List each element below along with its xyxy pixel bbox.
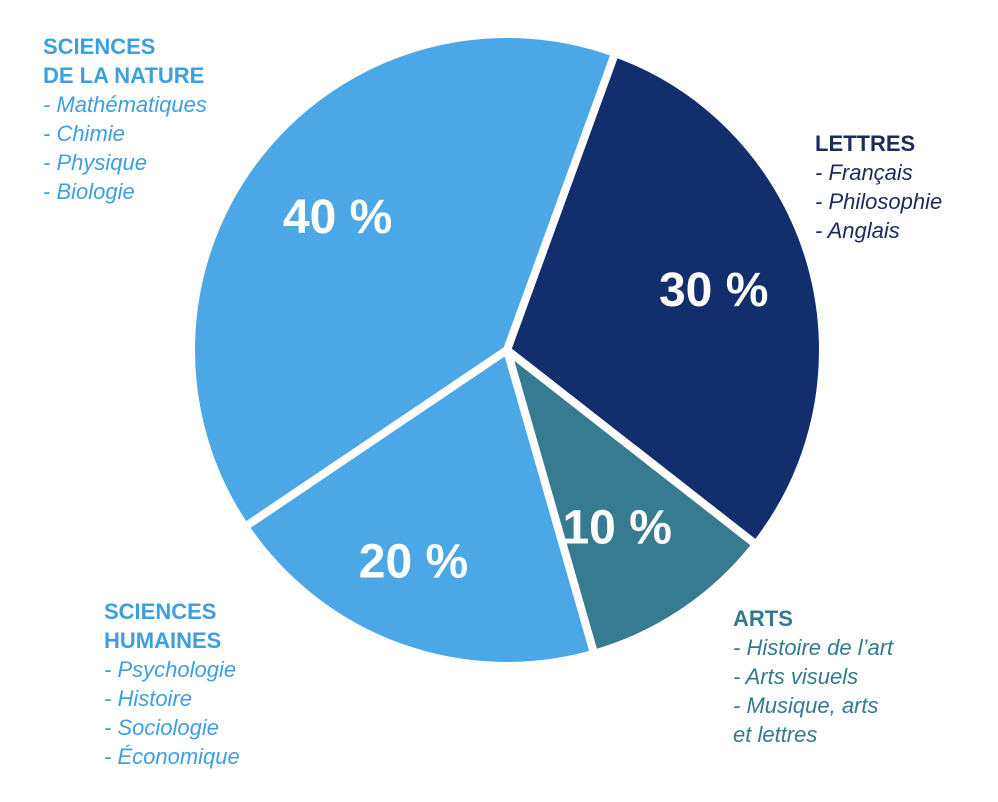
legend-sciences-humaines: SCIENCES HUMAINES - Psychologie - Histoi… [104, 597, 240, 771]
legend-sciences-nature-item: - Physique [43, 150, 147, 175]
legend-arts-items: - Histoire de l’art - Arts visuels - Mus… [733, 633, 893, 749]
legend-lettres: LETTRES - Français - Philosophie - Angla… [815, 129, 942, 245]
legend-lettres-item: - Philosophie [815, 189, 943, 214]
legend-sciences-humaines-items: - Psychologie - Histoire - Sociologie - … [104, 655, 240, 771]
legend-lettres-item: - Français [815, 160, 913, 185]
legend-sciences-nature-items: - Mathématiques - Chimie - Physique - Bi… [43, 90, 207, 206]
legend-arts: ARTS - Histoire de l’art - Arts visuels … [733, 604, 893, 749]
legend-sciences-humaines-title-line: SCIENCES [104, 599, 217, 624]
legend-sciences-nature-title-line: SCIENCES [43, 34, 156, 59]
legend-sciences-nature-title: SCIENCES DE LA NATURE [43, 32, 207, 90]
legend-sciences-humaines-item: - Histoire [104, 686, 193, 711]
legend-lettres-item: - Anglais [815, 218, 900, 243]
pie-slices [187, 30, 827, 670]
legend-sciences-nature-item: - Chimie [43, 121, 125, 146]
legend-sciences-humaines-item: - Psychologie [104, 657, 237, 682]
legend-sciences-nature: SCIENCES DE LA NATURE - Mathématiques - … [43, 32, 207, 206]
legend-sciences-nature-item: - Mathématiques [43, 92, 207, 117]
legend-sciences-nature-title-line: DE LA NATURE [43, 63, 205, 88]
legend-arts-item: - Arts visuels [733, 664, 859, 689]
pie-slice-sciences-nature [187, 30, 620, 531]
legend-sciences-humaines-title: SCIENCES HUMAINES [104, 597, 240, 655]
legend-arts-item: - Musique, arts et lettres [733, 693, 879, 747]
legend-arts-title-line: ARTS [733, 606, 793, 631]
pie-label-lettres: 30 % [659, 264, 768, 317]
pie-slice-lettres [503, 49, 827, 549]
pie-label-sciences-nature: 40 % [283, 191, 392, 244]
legend-arts-item: - Histoire de l’art [733, 635, 894, 660]
legend-sciences-humaines-item: - Sociologie [104, 715, 219, 740]
legend-lettres-items: - Français - Philosophie - Anglais [815, 158, 942, 245]
pie-slice-arts [503, 346, 761, 658]
pie-label-sciences-humaines: 20 % [359, 536, 468, 589]
legend-sciences-humaines-item: - Économique [104, 744, 240, 769]
pie-label-arts: 10 % [562, 502, 671, 555]
legend-lettres-title-line: LETTRES [815, 131, 916, 156]
legend-lettres-title: LETTRES [815, 129, 942, 158]
legend-sciences-humaines-title-line: HUMAINES [104, 628, 222, 653]
pie-slice-sciences-humaines [241, 346, 599, 670]
legend-sciences-nature-item: - Biologie [43, 179, 135, 204]
legend-arts-title: ARTS [733, 604, 893, 633]
pie-percent-labels: 30 % 10 % 20 % 40 % [283, 191, 769, 588]
